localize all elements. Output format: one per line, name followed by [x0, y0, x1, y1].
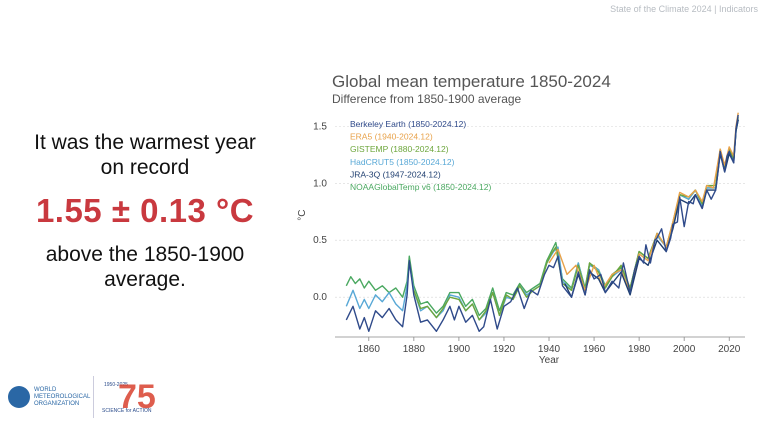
headline-line-3: above the 1850-1900 [45, 243, 245, 266]
footer: WORLD METEOROLOGICAL ORGANIZATION 1950-2… [0, 368, 200, 426]
header-source-label: State of the Climate 2024 | Indicators [610, 4, 758, 14]
x-tick-label: 1920 [493, 344, 516, 355]
legend-entry: Berkeley Earth (1850-2024.12) [350, 119, 466, 129]
y-tick-label: 0.5 [313, 235, 327, 246]
legend-entry: HadCRUT5 (1850-2024.12) [350, 157, 455, 167]
x-tick-label: 1860 [358, 344, 381, 355]
series-line [413, 117, 739, 321]
headline-line-1: It was the warmest year [34, 131, 256, 154]
footer-divider [93, 376, 94, 418]
series-line [345, 114, 739, 332]
anomaly-value: 1.55 ± 0.13 °C [35, 192, 255, 229]
legend-entry: GISTEMP (1880-2024.12) [350, 144, 449, 154]
legend-entry: ERA5 (1940-2024.12) [350, 132, 433, 142]
y-tick-label: 1.5 [313, 121, 327, 132]
temperature-chart: 0.0 0.5 1.0 1.5 1860 1880 1900 1920 1940 1960 1980… [297, 112, 745, 366]
y-tick-label: 1.0 [313, 178, 327, 189]
x-tick-label: 1980 [628, 344, 651, 355]
x-tick-label: 1900 [448, 344, 471, 355]
headline-block: It was the warmest year on record 1.55 ±… [0, 130, 290, 292]
anniversary-years: 1950-2025 [104, 382, 128, 388]
chart-subtitle: Difference from 1850-1900 average [332, 92, 522, 106]
wmo-emblem-icon [8, 386, 30, 408]
wmo-logo-text: WORLD METEOROLOGICAL ORGANIZATION [34, 387, 91, 407]
y-axis-label: °C [297, 210, 308, 221]
y-tick-label: 0.0 [313, 292, 327, 303]
x-tick-label: 1960 [583, 344, 606, 355]
anniversary-tagline: SCIENCE for ACTION [102, 408, 152, 414]
anniversary-number: 75 [118, 378, 156, 416]
legend-entry: NOAAGlobalTemp v6 (1850-2024.12) [350, 182, 491, 192]
x-tick-label: 2020 [718, 344, 741, 355]
headline-line-4: average. [104, 268, 186, 291]
headline-line-2: on record [100, 156, 190, 179]
x-tick-label: 1940 [538, 344, 561, 355]
series-line [564, 119, 739, 298]
x-axis-label: Year [539, 355, 560, 366]
legend-entry: JRA-3Q (1947-2024.12) [350, 169, 441, 179]
x-tick-label: 1880 [403, 344, 426, 355]
x-tick-label: 2000 [673, 344, 696, 355]
chart-title: Global mean temperature 1850-2024 [332, 72, 611, 91]
